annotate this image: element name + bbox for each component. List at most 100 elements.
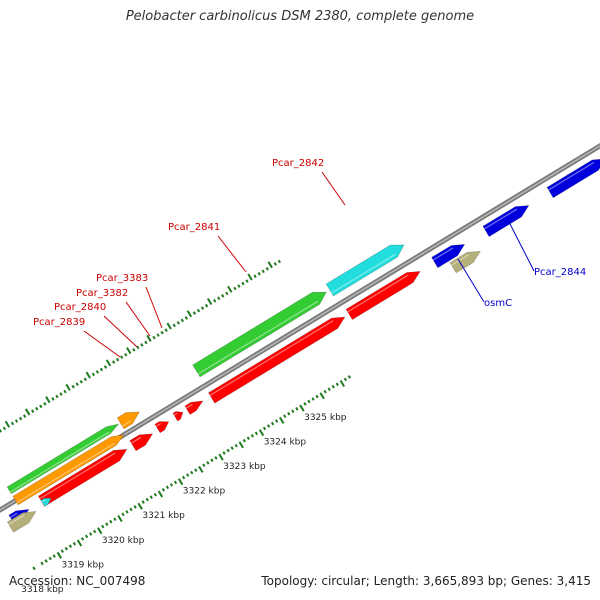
outer-scale-tick [63, 389, 67, 394]
inner-scale-tick [181, 475, 186, 480]
outer-scale-tick [180, 318, 184, 323]
outer-scale-tick [24, 408, 31, 416]
outer-scale-tick [267, 261, 273, 269]
gene-cyan-small [40, 497, 52, 507]
outer-scale-tick [43, 402, 47, 406]
gene-label-leader-pcar_2839 [83, 330, 121, 358]
gene-red-small-1-shine [131, 436, 142, 444]
inner-scale-tick [347, 375, 352, 379]
inner-scale-tick [283, 414, 287, 418]
scale-label-3318: 3318 kbp [21, 585, 64, 595]
gene-orange-large [12, 434, 125, 506]
inner-scale-tick [44, 559, 48, 563]
outer-scale-tick [206, 297, 213, 306]
outer-scale-tick [132, 348, 136, 352]
gene-label-leader-osmc [457, 258, 485, 303]
outer-scale-tick [160, 330, 164, 335]
outer-scale-tick [75, 382, 79, 386]
inner-scale-tick [194, 468, 198, 472]
outer-scale-tick [39, 404, 43, 409]
outer-scale-tick [196, 308, 201, 313]
gene-red-small-1 [129, 433, 154, 452]
gene-red-small-3-shine [173, 412, 178, 416]
gene-orange-small-shine [121, 420, 132, 427]
inner-scale-tick [198, 465, 204, 473]
inner-scale-tick [210, 458, 214, 463]
outer-scale-tick [152, 335, 156, 340]
outer-scale-tick [124, 352, 128, 357]
inner-scale-tick [177, 478, 184, 486]
gene-red-small-4-shine [185, 403, 193, 409]
inner-scale-tick [137, 502, 143, 510]
outer-scale-tick [146, 334, 152, 342]
outer-scale-tick [257, 271, 261, 276]
inner-scale-tick [141, 500, 145, 504]
inner-scale-tick [109, 519, 113, 524]
outer-scale-tick [245, 279, 249, 283]
outer-scale-tick [233, 286, 237, 291]
inner-scale-tick [299, 404, 305, 412]
inner-scale-tick [48, 556, 52, 561]
outer-scale-tick [18, 416, 23, 421]
inner-scale-tick [52, 554, 56, 558]
outer-scale-tick [95, 370, 100, 374]
outer-scale-tick [99, 367, 104, 372]
inner-scale-tick [303, 402, 307, 406]
inner-scale-tick [206, 460, 210, 465]
inner-scale-tick [149, 495, 153, 499]
gene-label-pcar_2844: Pcar_2844 [534, 267, 586, 278]
inner-scale-tick [161, 487, 166, 492]
outer-scale-tick [213, 298, 217, 303]
gene-blue-left-shine [10, 512, 18, 518]
gene-khaki-left-shine [8, 514, 25, 526]
outer-scale-tick [261, 269, 265, 274]
inner-scale-tick [153, 492, 157, 497]
inner-scale-tick [169, 483, 174, 487]
inner-scale-tick [258, 429, 265, 437]
outer-scale-tick [65, 383, 71, 391]
scale-label-3321: 3321 kbp [142, 511, 185, 521]
map-title: Pelobacter carbinolicus DSM 2380, comple… [125, 9, 475, 24]
scale-label-3323: 3323 kbp [223, 462, 266, 472]
gene-red-small-2 [154, 421, 170, 434]
inner-scale-tick [202, 463, 206, 468]
gene-red-3319-shine [39, 452, 116, 500]
inner-scale-tick [105, 522, 109, 526]
inner-scale-tick [93, 529, 97, 534]
gene-blue-1-shine [432, 247, 454, 261]
scale-label-3325: 3325 kbp [304, 413, 347, 423]
gene-blue-3-shine [548, 161, 595, 191]
inner-scale-tick [165, 485, 170, 490]
gene-label-leader-pcar_3382 [125, 301, 151, 337]
outer-scale-tick [31, 409, 35, 413]
outer-scale-tick [221, 294, 225, 298]
gene-label-leader-pcar_2841 [217, 235, 247, 273]
outer-scale-tick [247, 273, 253, 281]
inner-scale-tick [222, 451, 226, 455]
inner-scale-tick [311, 397, 315, 401]
gene-label-pcar_2842: Pcar_2842 [272, 158, 324, 169]
genome-info-text: Topology: circular; Length: 3,665,893 bp… [261, 574, 591, 588]
outer-scale-tick [204, 303, 209, 308]
outer-scale-tick [265, 267, 269, 271]
inner-scale-tick [279, 416, 285, 424]
outer-scale-tick [144, 340, 148, 345]
inner-scale-tick [266, 424, 271, 428]
outer-scale-tick [115, 357, 120, 362]
inner-scale-tick [173, 480, 178, 485]
gene-pcar-2842-cyan-shine [331, 253, 396, 294]
gene-label-pcar_2841: Pcar_2841 [168, 222, 220, 233]
gene-blue-3 [546, 158, 600, 199]
gene-label-leader-pcar_2842 [321, 171, 346, 206]
outer-scale-tick [111, 360, 116, 364]
gene-pcar-2841-red-shine [209, 320, 334, 396]
gene-orange-small [116, 411, 140, 430]
inner-scale-tick [307, 399, 311, 404]
gene-red-small-2-shine [155, 423, 162, 427]
outer-scale-tick [225, 291, 229, 296]
gene-osmc-khaki [449, 250, 481, 274]
inner-scale-tick [246, 436, 250, 441]
inner-scale-tick [157, 490, 164, 498]
inner-scale-tick [60, 549, 64, 553]
outer-scale-tick [277, 259, 282, 264]
